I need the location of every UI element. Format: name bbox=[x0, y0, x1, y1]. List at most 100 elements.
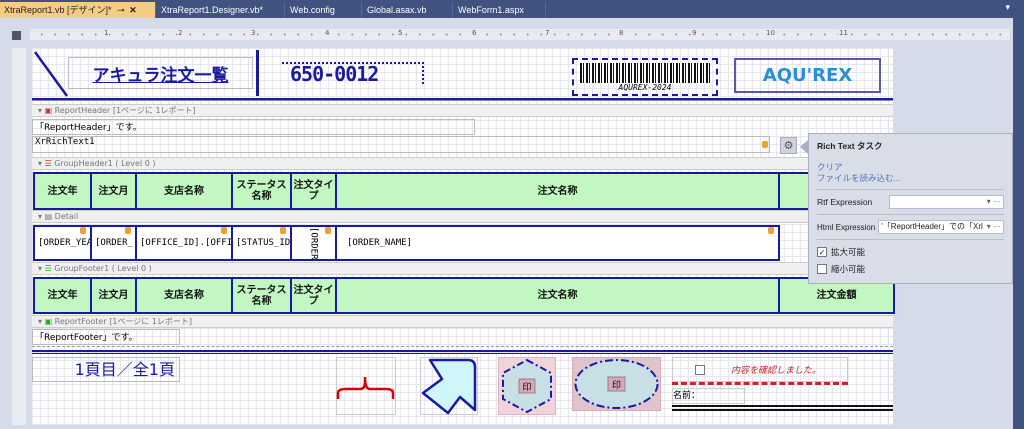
html-value: '「ReportHeader」での「Xrl bbox=[881, 222, 983, 231]
header-cell[interactable]: 支店名称 bbox=[135, 172, 233, 210]
barcode-bars bbox=[580, 63, 710, 83]
horizontal-ruler: 1 2 3 4 5 6 7 8 9 10 11 bbox=[30, 29, 1010, 40]
name-label[interactable]: 名前： bbox=[672, 388, 745, 404]
ruler-mark: 2 bbox=[177, 29, 184, 37]
database-icon bbox=[762, 141, 768, 148]
checkbox-icon[interactable] bbox=[817, 264, 827, 274]
detail-cell[interactable]: [OFFICE_ID].[OFFIC bbox=[135, 225, 233, 261]
footer-cell[interactable]: 支店名称 bbox=[135, 277, 233, 314]
smart-tag-gear-icon[interactable]: ⚙ bbox=[780, 137, 797, 154]
band-label: GroupHeader1 ( Level 0 ) bbox=[54, 159, 156, 168]
ruler-mark: 4 bbox=[324, 29, 331, 37]
report-header-label[interactable]: 「ReportHeader」です。 bbox=[32, 119, 475, 135]
tab-global-asax[interactable]: Global.asax.vb bbox=[363, 2, 453, 18]
dropdown-ellipsis-icon[interactable]: ▾ ··· bbox=[986, 222, 1001, 231]
database-icon bbox=[221, 227, 227, 234]
ruler-mark: 5 bbox=[397, 29, 404, 37]
header-double-line[interactable] bbox=[32, 98, 893, 101]
ruler-mark: 1 bbox=[103, 29, 110, 37]
zip-code[interactable]: 650-0012 bbox=[282, 62, 424, 84]
database-icon bbox=[125, 227, 131, 234]
band-icon: ▣ bbox=[44, 317, 53, 326]
logo[interactable]: AQU'REX bbox=[734, 58, 881, 93]
tab-dropdown-icon[interactable]: ▾ bbox=[1005, 3, 1010, 13]
band-label: GroupFooter1 ( Level 0 ) bbox=[54, 264, 152, 273]
tab-webform1[interactable]: WebForm1.aspx bbox=[454, 2, 546, 18]
header-cell[interactable]: ステータス名称 bbox=[231, 172, 292, 210]
brace-shape[interactable] bbox=[336, 357, 396, 415]
tab-web-config[interactable]: Web.config bbox=[286, 2, 362, 18]
rich-text-tasks-popup: Rich Text タスク クリア ファイルを読み込む... Rtf Expre… bbox=[808, 133, 1013, 284]
hexagon-stamp[interactable]: 印 bbox=[498, 357, 556, 415]
can-shrink-label: 縮小可能 bbox=[831, 264, 866, 274]
ruler-mark: 11 bbox=[838, 29, 849, 37]
database-icon bbox=[280, 227, 286, 234]
load-file-link[interactable]: ファイルを読み込む... bbox=[817, 173, 901, 183]
band-detail[interactable]: ▾ ▤ Detail bbox=[32, 210, 893, 223]
vertical-scrollbar[interactable] bbox=[1013, 18, 1024, 429]
header-cell[interactable]: 注文タイプ bbox=[290, 172, 337, 210]
dash-dot-line[interactable] bbox=[672, 382, 848, 385]
stamp-text: 印 bbox=[612, 379, 621, 391]
close-icon[interactable]: ✕ bbox=[129, 5, 137, 15]
footer-cell[interactable]: 注文タイプ bbox=[290, 277, 337, 314]
band-icon: ☰ bbox=[44, 159, 52, 168]
footer-cell[interactable]: 注文年 bbox=[33, 277, 92, 314]
dropdown-ellipsis-icon[interactable]: ▾ ··· bbox=[986, 197, 1001, 206]
rich-text-control[interactable]: XrRichText1 bbox=[32, 136, 770, 153]
band-icon: ☰ bbox=[44, 264, 52, 273]
report-footer-label[interactable]: 「ReportFooter」です。 bbox=[32, 329, 180, 345]
barcode[interactable]: AQUREX-2024 bbox=[572, 58, 718, 96]
header-cell[interactable]: 注文年 bbox=[33, 172, 92, 210]
page-info[interactable]: 1頁目／全1頁 bbox=[32, 357, 180, 382]
detail-cell[interactable]: [STATUS_ID bbox=[231, 225, 292, 261]
band-icon: ▣ bbox=[44, 106, 53, 115]
band-group-footer[interactable]: ▾ ☰ GroupFooter1 ( Level 0 ) bbox=[32, 262, 893, 275]
diagonal-line[interactable] bbox=[33, 50, 69, 98]
can-grow-checkbox[interactable]: ✓ 拡大可能 bbox=[817, 245, 1004, 259]
checkbox-icon[interactable]: ✓ bbox=[817, 247, 827, 257]
footer-cell[interactable]: ステータス名称 bbox=[231, 277, 292, 314]
signature-double-line[interactable] bbox=[672, 405, 893, 411]
vertical-line[interactable] bbox=[256, 50, 259, 96]
report-title[interactable]: アキュラ注文一覧 bbox=[68, 57, 253, 89]
detail-cell[interactable]: [ORDER_NAME] bbox=[335, 225, 780, 261]
tab-designer[interactable]: XtraReport1.Designer.vb* bbox=[157, 2, 285, 18]
header-cell[interactable]: 注文月 bbox=[90, 172, 137, 210]
clear-link[interactable]: クリア bbox=[817, 162, 843, 172]
html-expression-input[interactable]: '「ReportHeader」での「Xrl ▾ ··· bbox=[878, 220, 1004, 234]
band-icon: ▤ bbox=[44, 212, 53, 221]
ruler-mark: 8 bbox=[618, 29, 625, 37]
band-group-header[interactable]: ▾ ☰ GroupHeader1 ( Level 0 ) bbox=[32, 157, 893, 170]
can-shrink-checkbox[interactable]: 縮小可能 bbox=[817, 262, 1004, 276]
ruler-corner-icon[interactable] bbox=[12, 31, 21, 40]
ruler-mark: 7 bbox=[544, 29, 551, 37]
header-cell[interactable]: 注文名称 bbox=[335, 172, 780, 210]
band-report-footer[interactable]: ▾ ▣ ReportFooter [1ページに 1レポート] bbox=[32, 315, 893, 328]
ellipse-stamp[interactable]: 印 bbox=[572, 357, 661, 411]
band-report-header[interactable]: ▾ ▣ ReportHeader [1ページに 1レポート] bbox=[32, 104, 893, 117]
rtf-expression-input[interactable]: ▾ ··· bbox=[889, 195, 1004, 209]
document-tab-bar: XtraReport1.vb [デザイン]* ⊸ ✕ XtraReport1.D… bbox=[0, 0, 1024, 18]
database-icon bbox=[768, 227, 774, 234]
rtf-value bbox=[892, 196, 985, 208]
ruler-mark: 3 bbox=[250, 29, 257, 37]
database-icon bbox=[325, 227, 331, 234]
popup-pointer bbox=[800, 140, 808, 154]
footer-cell[interactable]: 注文名称 bbox=[335, 277, 780, 314]
pin-icon[interactable]: ⊸ bbox=[117, 5, 125, 15]
checkbox-icon[interactable] bbox=[695, 364, 705, 375]
band-label: Detail bbox=[54, 212, 79, 221]
ruler-mark: 9 bbox=[691, 29, 698, 37]
arrow-shape[interactable] bbox=[420, 357, 478, 415]
ruler-mark: 10 bbox=[765, 29, 776, 37]
vertical-ruler bbox=[12, 48, 26, 425]
tab-xtrareport1-design[interactable]: XtraReport1.vb [デザイン]* ⊸ ✕ bbox=[0, 2, 156, 18]
footer-divider bbox=[32, 346, 893, 347]
can-grow-label: 拡大可能 bbox=[831, 247, 866, 257]
footer-double-line[interactable] bbox=[32, 350, 893, 354]
popup-title: Rich Text タスク bbox=[817, 141, 883, 151]
html-expression-label: Html Expression bbox=[817, 222, 876, 232]
confirm-checkbox[interactable]: 内容を確認しました。 bbox=[672, 357, 848, 382]
footer-cell[interactable]: 注文月 bbox=[90, 277, 137, 314]
